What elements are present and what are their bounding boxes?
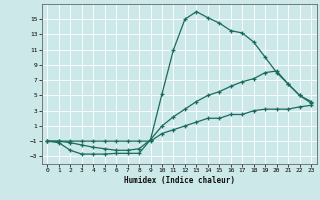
X-axis label: Humidex (Indice chaleur): Humidex (Indice chaleur) [124, 176, 235, 185]
